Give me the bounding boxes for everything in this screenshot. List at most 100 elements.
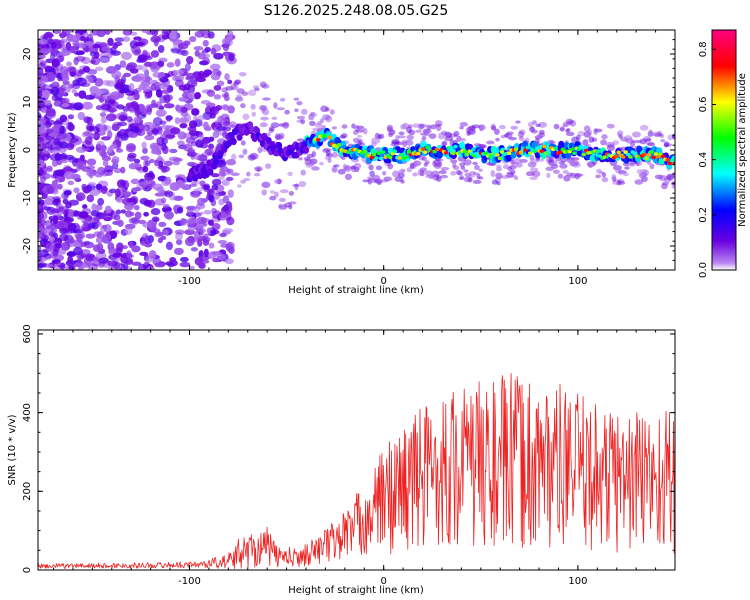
- spectrogram-halo-blob: [478, 168, 483, 172]
- spectrogram-noise-blob: [78, 43, 87, 49]
- spectrogram-halo-blob: [517, 130, 525, 138]
- spectrogram-noise-blob: [73, 50, 85, 56]
- spectrogram-halo-blob: [438, 170, 447, 175]
- spectrogram-halo-blob: [616, 180, 622, 186]
- spectrogram-noise-blob: [38, 258, 44, 264]
- spectrogram-y-label: Frequency (Hz): [7, 112, 18, 188]
- spectrogram-noise-blob: [144, 235, 151, 245]
- spectrogram-noise-blob: [126, 154, 136, 162]
- spectrogram-halo-blob: [271, 116, 278, 120]
- spectrogram-noise-blob: [67, 180, 75, 186]
- spectrogram-halo-blob: [536, 133, 542, 139]
- spectrogram-noise-blob: [151, 144, 160, 154]
- spectrogram-halo-blob: [471, 124, 481, 129]
- spectrogram-noise-blob: [210, 47, 217, 55]
- spectrogram-ridge-core: [579, 145, 584, 150]
- spectrogram-noise-blob: [92, 244, 101, 253]
- spectrogram-halo-blob: [392, 170, 400, 178]
- spectrogram-halo-blob: [639, 124, 649, 131]
- spectrogram-noise-blob: [57, 248, 67, 255]
- spectrogram-marks: [38, 30, 675, 270]
- spectrogram-halo-blob: [510, 125, 519, 130]
- spectrogram-halo-blob: [331, 151, 339, 158]
- spectrogram-noise-blob: [48, 236, 56, 242]
- spectrogram-noise-blob: [124, 223, 136, 230]
- spectrogram-noise-blob: [78, 90, 87, 99]
- spectrogram-noise-blob: [38, 89, 43, 99]
- spectrogram-noise-blob: [38, 167, 44, 177]
- spectrogram-noise-blob: [117, 79, 125, 84]
- spectrogram-halo-blob: [235, 94, 243, 98]
- spectrogram-noise-blob: [58, 32, 68, 38]
- spectrogram-halo-blob: [588, 162, 593, 169]
- spectrogram-ridge-core: [381, 150, 386, 154]
- spectrogram-noise-blob: [38, 263, 45, 268]
- spectrogram-noise-blob: [151, 30, 159, 37]
- spectrogram-noise-blob: [165, 241, 173, 251]
- spectrogram-noise-blob: [116, 247, 123, 254]
- spectrogram-halo-blob: [499, 124, 506, 130]
- spectrogram-halo-blob: [253, 85, 260, 89]
- spectrogram-xtick-label: 0: [381, 276, 387, 287]
- spectrogram-noise-blob: [128, 82, 135, 92]
- spectrogram-noise-blob: [224, 73, 230, 81]
- spectrogram-halo-blob: [479, 144, 487, 149]
- spectrogram-ridge-core: [602, 155, 607, 159]
- spectrogram-halo-blob: [460, 166, 466, 170]
- spectrogram-noise-blob: [58, 125, 67, 134]
- spectrogram-ridge-core: [462, 149, 468, 154]
- spectrogram-noise-blob: [116, 197, 124, 204]
- spectrogram-noise-blob: [211, 178, 222, 186]
- spectrogram-halo-blob: [240, 140, 246, 146]
- spectrogram-halo-blob: [273, 102, 278, 109]
- spectrogram-ridge-core: [513, 147, 519, 151]
- spectrogram-halo-blob: [188, 126, 197, 133]
- spectrogram-noise-blob: [150, 83, 156, 91]
- spectrogram-halo-blob: [595, 174, 602, 179]
- spectrogram-halo-blob: [187, 150, 196, 156]
- spectrogram-halo-blob: [622, 162, 631, 167]
- spectrogram-halo-blob: [362, 179, 370, 183]
- spectrogram-noise-blob: [56, 183, 63, 190]
- spectrogram-halo-blob: [221, 179, 230, 186]
- spectrogram-noise-blob: [94, 77, 104, 87]
- spectrogram-halo-blob: [601, 176, 609, 183]
- spectrogram-halo-blob: [249, 152, 259, 160]
- spectrogram-halo-blob: [646, 142, 656, 147]
- spectrogram-noise-blob: [45, 167, 53, 173]
- spectrogram-halo-blob: [495, 137, 500, 142]
- colorbar-label: Normalized spectral amplitude: [737, 73, 748, 227]
- spectrogram-halo-blob: [437, 132, 446, 140]
- spectrogram-halo-blob: [466, 131, 471, 137]
- spectrogram-noise-blob: [180, 49, 189, 57]
- spectrogram-halo-blob: [577, 130, 585, 137]
- spectrogram-noise-blob: [95, 122, 107, 129]
- spectrogram-halo-blob: [593, 127, 598, 135]
- spectrogram-ridge-core: [628, 155, 633, 159]
- spectrogram-noise-blob: [86, 158, 97, 166]
- spectrogram-halo-blob: [188, 218, 197, 225]
- spectrogram-ridge-core: [476, 154, 482, 158]
- spectrogram-noise-blob: [85, 255, 94, 261]
- spectrogram-noise-blob: [111, 156, 120, 164]
- spectrogram-ridge-outer: [192, 174, 199, 182]
- spectrogram-noise-blob: [112, 161, 119, 170]
- spectrogram-noise-blob: [160, 165, 171, 173]
- spectrogram-noise-blob: [52, 196, 62, 201]
- spectrogram-noise-blob: [67, 255, 74, 264]
- spectrogram-halo-blob: [571, 162, 581, 168]
- spectrogram-noise-blob: [182, 143, 193, 152]
- spectrogram-noise-blob: [73, 57, 79, 66]
- spectrogram-noise-blob: [99, 112, 107, 118]
- spectrogram-noise-blob: [77, 111, 86, 121]
- spectrogram-ridge-core: [416, 151, 421, 156]
- spectrogram-halo-blob: [300, 108, 308, 115]
- spectrogram-noise-blob: [38, 249, 49, 258]
- spectrogram-ridge-core: [583, 148, 589, 153]
- spectrogram-noise-blob: [109, 230, 118, 239]
- spectrogram-ridge-core: [406, 149, 412, 154]
- spectrogram-noise-blob: [112, 252, 121, 258]
- spectrogram-noise-blob: [163, 160, 173, 167]
- spectrogram-halo-blob: [192, 188, 199, 195]
- spectrogram-noise-blob: [204, 46, 211, 53]
